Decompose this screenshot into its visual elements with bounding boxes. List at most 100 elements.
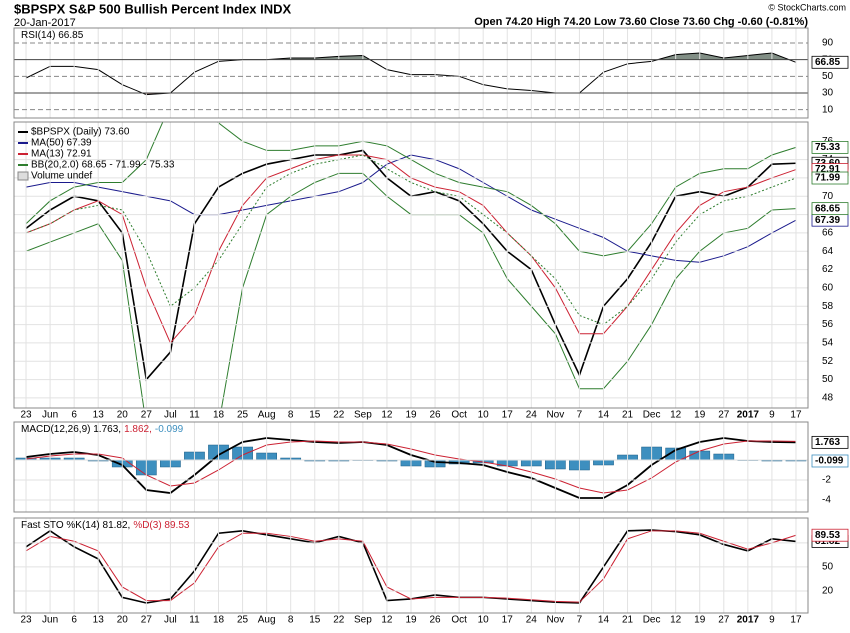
y-tick-label: 56 — [822, 319, 834, 330]
x-tick-label: Nov — [546, 615, 564, 626]
x-tick-label: 27 — [141, 615, 153, 626]
x-tick-label: Jul — [164, 615, 177, 626]
legend: Fast STO %K(14) 81.82, %D(3) 89.53 — [21, 520, 190, 531]
y-tick-label: -4 — [822, 495, 831, 506]
y-tick-label: 48 — [822, 393, 834, 404]
x-tick-label: 17 — [502, 615, 514, 626]
quote: Open 74.20 High 74.20 Low 73.60 Close 73… — [474, 16, 808, 28]
x-tick-label: 19 — [694, 615, 706, 626]
x-tick-label: Oct — [451, 615, 467, 626]
x-tick-label: 12 — [381, 410, 393, 421]
last-value-label: 66.85 — [815, 57, 840, 68]
x-tick-label: 19 — [694, 410, 706, 421]
x-tick-label: 24 — [526, 615, 538, 626]
x-tick-label: Nov — [546, 410, 564, 421]
x-tick-label: 20 — [117, 410, 129, 421]
legend-label: $BPSPX (Daily) 73.60 — [31, 127, 130, 138]
x-tick-label: 13 — [93, 410, 105, 421]
last-value-badge — [811, 528, 849, 542]
x-tick-label: 2017 — [737, 615, 760, 626]
x-tick-label: 25 — [237, 410, 249, 421]
legend: MACD(12,26,9) 1.763, 1.862, -0.099 — [21, 424, 184, 435]
last-value-label: 72.91 — [815, 164, 840, 175]
y-tick-label: -2 — [822, 475, 831, 486]
x-tick-label: 9 — [769, 615, 775, 626]
x-tick-label: Jun — [42, 615, 58, 626]
x-tick-label: 12 — [670, 410, 682, 421]
x-tick-label: Aug — [258, 410, 276, 421]
x-tick-label: 27 — [718, 410, 730, 421]
legend: RSI(14) 66.85 — [21, 30, 84, 41]
x-tick-label: 26 — [429, 615, 441, 626]
x-tick-label: 2017 — [737, 410, 760, 421]
legend-label: BB(20,2.0) 68.65 - 71.99 - 75.33 — [31, 160, 175, 171]
last-value-label: 71.99 — [815, 173, 840, 184]
legend-swatch — [17, 171, 29, 181]
y-tick-label: 66 — [822, 228, 834, 239]
x-tick-label: 6 — [71, 410, 77, 421]
x-tick-label: 19 — [405, 615, 417, 626]
x-tick-label: 21 — [622, 410, 634, 421]
band-fill — [266, 53, 790, 60]
x-tick-label: 27 — [718, 615, 730, 626]
x-tick-label: 18 — [213, 410, 225, 421]
legend-label: MA(50) 67.39 — [31, 138, 92, 149]
last-value-label: 68.65 — [815, 203, 840, 214]
y-tick-label: 90 — [822, 38, 834, 49]
y-tick-label: 70 — [822, 191, 834, 202]
last-value-label: 67.39 — [815, 215, 840, 226]
x-tick-label: 6 — [71, 615, 77, 626]
x-tick-label: 11 — [189, 615, 200, 626]
last-value-badge — [811, 454, 849, 468]
y-tick-label: 50 — [822, 71, 834, 82]
legend-label: MACD(12,26,9) 1.763, — [21, 424, 121, 435]
x-tick-label: 17 — [502, 410, 514, 421]
panel-frame — [13, 27, 809, 119]
x-tick-label: 8 — [288, 615, 294, 626]
y-tick-label: 52 — [822, 356, 834, 367]
panel-frame — [13, 517, 809, 614]
x-tick-label: 20 — [117, 615, 129, 626]
chart-date: 20-Jan-2017 — [14, 17, 76, 29]
y-tick-label: 64 — [822, 246, 834, 257]
x-tick-label: Oct — [451, 410, 467, 421]
x-tick-label: 19 — [405, 410, 417, 421]
legend-label: -0.099 — [155, 424, 184, 435]
panel-frame — [13, 421, 809, 513]
last-value-badge — [811, 435, 849, 449]
x-tick-label: 25 — [237, 615, 249, 626]
last-value-badge — [811, 171, 849, 185]
x-tick-label: 23 — [20, 615, 32, 626]
x-tick-label: 12 — [670, 615, 682, 626]
y-tick-label: 62 — [822, 264, 834, 275]
x-tick-label: 22 — [333, 410, 345, 421]
panel: 48505254565860626466687072747673.6067.39… — [13, 121, 849, 421]
watermark: © StockCharts.com — [768, 2, 846, 12]
x-tick-label: Sep — [354, 410, 372, 421]
chart-title: $BPSPX S&P 500 Bullish Percent Index IND… — [14, 1, 292, 16]
y-tick-label: 50 — [822, 374, 834, 385]
x-tick-label: Dec — [643, 615, 661, 626]
x-tick-label: 7 — [577, 615, 583, 626]
legend-label: Fast STO %K(14) 81.82, — [21, 520, 130, 531]
y-tick-label: 58 — [822, 301, 834, 312]
x-tick-label: 22 — [333, 615, 345, 626]
x-tick-label: 9 — [769, 410, 775, 421]
x-tick-label: 17 — [790, 615, 802, 626]
x-tick-label: 24 — [526, 410, 538, 421]
y-tick-label: 54 — [822, 338, 834, 349]
y-tick-label: 10 — [822, 104, 834, 115]
last-value-badge — [811, 140, 849, 154]
x-tick-label: 14 — [598, 615, 610, 626]
y-tick-label: 30 — [822, 88, 834, 99]
legend-label: RSI(14) 66.85 — [21, 30, 84, 41]
x-tick-label: 8 — [288, 410, 294, 421]
x-tick-label: 17 — [790, 410, 802, 421]
x-tick-label: 15 — [309, 615, 321, 626]
legend-label: %D(3) 89.53 — [133, 520, 190, 531]
panel-frame — [13, 121, 809, 409]
